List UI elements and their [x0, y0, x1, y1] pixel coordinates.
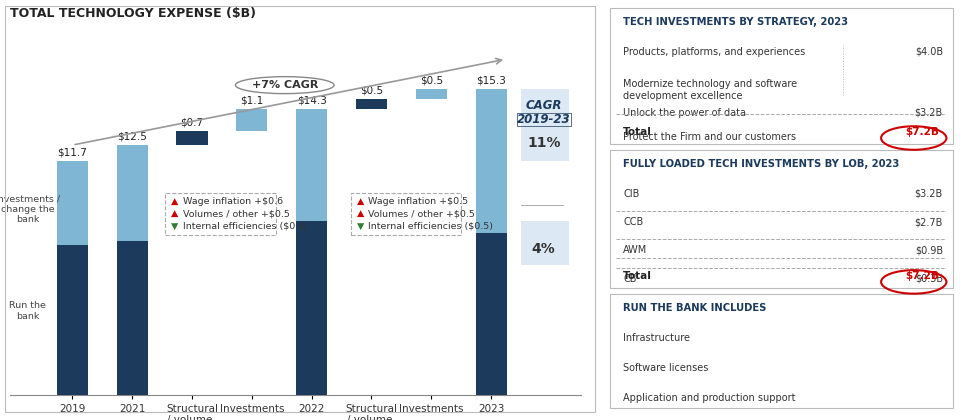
Text: TECH INVESTMENTS BY STRATEGY, 2023: TECH INVESTMENTS BY STRATEGY, 2023 — [623, 17, 849, 27]
Text: $2.7B: $2.7B — [915, 217, 943, 227]
Text: Infrastructure: Infrastructure — [623, 333, 690, 343]
Text: $7.2B: $7.2B — [905, 127, 940, 137]
Text: CAGR: CAGR — [525, 99, 562, 112]
Text: Modernize technology and software
development excellence: Modernize technology and software develo… — [623, 79, 798, 101]
Text: ▼: ▼ — [356, 222, 364, 231]
Text: CIB: CIB — [623, 189, 639, 199]
Text: Application and production support: Application and production support — [623, 394, 796, 403]
Bar — [475, 233, 507, 395]
Bar — [117, 145, 148, 241]
Bar — [296, 109, 327, 221]
Bar — [57, 161, 88, 245]
Text: Internal efficiencies ($0.5): Internal efficiencies ($0.5) — [369, 222, 493, 231]
Text: $7.2B: $7.2B — [905, 271, 940, 281]
Bar — [57, 245, 88, 395]
Bar — [296, 221, 327, 395]
Text: Total: Total — [623, 127, 652, 137]
Bar — [416, 89, 446, 99]
Text: +7% CAGR: +7% CAGR — [252, 80, 318, 90]
Polygon shape — [521, 221, 569, 265]
Text: 11%: 11% — [527, 136, 561, 150]
Text: Internal efficiencies ($0.4): Internal efficiencies ($0.4) — [183, 222, 308, 231]
Text: ▲: ▲ — [171, 197, 179, 206]
FancyBboxPatch shape — [610, 150, 953, 288]
Text: $14.3: $14.3 — [297, 95, 326, 105]
Text: ▲: ▲ — [356, 209, 364, 218]
Polygon shape — [521, 89, 569, 161]
Text: Volumes / other +$0.5: Volumes / other +$0.5 — [369, 209, 475, 218]
Text: $12.5: $12.5 — [117, 131, 147, 142]
Text: Wage inflation +$0.6: Wage inflation +$0.6 — [183, 197, 283, 206]
Bar — [117, 241, 148, 395]
Bar — [236, 109, 268, 131]
Text: $4.0B: $4.0B — [915, 47, 943, 57]
Text: 2019-23: 2019-23 — [516, 113, 570, 126]
Text: Investments /
change the
bank: Investments / change the bank — [0, 194, 60, 224]
Text: $0.5: $0.5 — [420, 76, 443, 86]
Text: ▲: ▲ — [356, 197, 364, 206]
Bar — [356, 99, 387, 109]
Text: $0.3B: $0.3B — [915, 274, 943, 284]
Text: Run the
bank: Run the bank — [9, 301, 46, 320]
Text: $3.2B: $3.2B — [915, 189, 943, 199]
FancyBboxPatch shape — [610, 8, 953, 144]
Text: $0.5: $0.5 — [360, 86, 383, 95]
Text: $3.2B: $3.2B — [915, 108, 943, 118]
Text: $15.3: $15.3 — [476, 76, 506, 86]
Text: RUN THE BANK INCLUDES: RUN THE BANK INCLUDES — [623, 303, 767, 313]
Text: 4%: 4% — [532, 242, 556, 256]
Text: ▲: ▲ — [171, 209, 179, 218]
Text: Wage inflation +$0.5: Wage inflation +$0.5 — [369, 197, 468, 206]
Text: CB: CB — [623, 274, 636, 284]
Bar — [177, 131, 207, 145]
Text: $11.7: $11.7 — [58, 147, 87, 158]
Bar — [475, 89, 507, 233]
Text: $1.1: $1.1 — [240, 95, 263, 105]
Text: FULLY LOADED TECH INVESTMENTS BY LOB, 2023: FULLY LOADED TECH INVESTMENTS BY LOB, 20… — [623, 159, 900, 169]
Text: Products, platforms, and experiences: Products, platforms, and experiences — [623, 47, 805, 57]
FancyBboxPatch shape — [610, 294, 953, 407]
Text: Software licenses: Software licenses — [623, 363, 708, 373]
Text: Volumes / other +$0.5: Volumes / other +$0.5 — [183, 209, 290, 218]
Text: Total: Total — [623, 271, 652, 281]
Text: $0.9B: $0.9B — [915, 245, 943, 255]
Text: AWM: AWM — [623, 245, 648, 255]
Ellipse shape — [235, 76, 334, 94]
Text: $0.7: $0.7 — [180, 118, 204, 128]
Text: TOTAL TECHNOLOGY EXPENSE ($B): TOTAL TECHNOLOGY EXPENSE ($B) — [10, 7, 255, 20]
Text: ▼: ▼ — [171, 222, 179, 231]
Text: Protect the Firm and our customers: Protect the Firm and our customers — [623, 132, 797, 142]
Text: CCB: CCB — [623, 217, 643, 227]
Text: Unlock the power of data: Unlock the power of data — [623, 108, 746, 118]
